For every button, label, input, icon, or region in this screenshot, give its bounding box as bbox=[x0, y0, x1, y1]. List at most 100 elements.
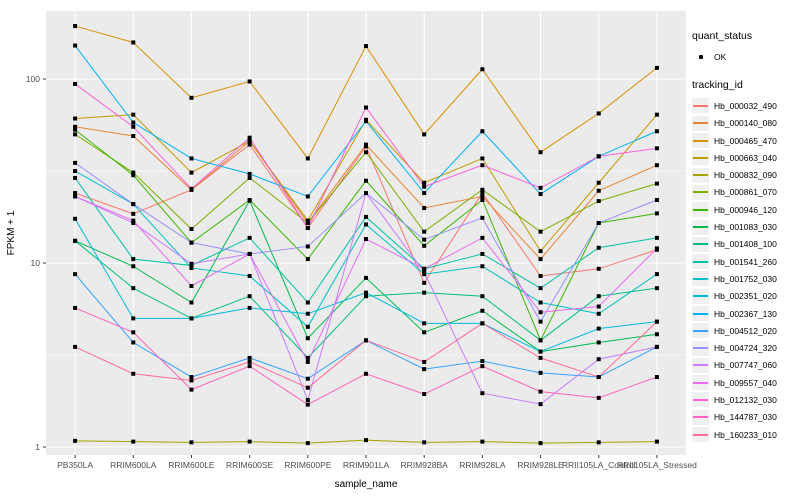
legend-entry: Hb_000032_490 bbox=[692, 97, 798, 114]
legend-line-key-icon bbox=[692, 288, 709, 304]
data-point bbox=[596, 326, 601, 331]
legend-quant-status: quant_status OK bbox=[692, 30, 798, 65]
data-point bbox=[189, 240, 194, 245]
data-point bbox=[480, 235, 485, 240]
data-point bbox=[73, 216, 78, 221]
x-axis-title: sample_name bbox=[335, 479, 398, 490]
data-point bbox=[654, 112, 659, 117]
data-point bbox=[596, 440, 601, 445]
data-point bbox=[422, 440, 427, 445]
data-point bbox=[131, 124, 136, 129]
legend-entry: Hb_144787_030 bbox=[692, 409, 798, 426]
legend-entry-label: Hb_160233_010 bbox=[714, 429, 777, 440]
data-point bbox=[305, 244, 310, 249]
data-point bbox=[247, 139, 252, 144]
data-point bbox=[538, 192, 543, 197]
data-point bbox=[538, 389, 543, 394]
data-point bbox=[654, 272, 659, 277]
legend: quant_status OK tracking_id Hb_000032_49… bbox=[692, 30, 798, 457]
data-point bbox=[364, 290, 368, 295]
legend-line-key-icon bbox=[692, 340, 709, 356]
data-point bbox=[364, 105, 368, 110]
data-point bbox=[305, 257, 310, 262]
legend-entry: Hb_000946_120 bbox=[692, 201, 798, 218]
data-point bbox=[73, 344, 78, 349]
data-point bbox=[305, 402, 310, 407]
data-point bbox=[422, 367, 427, 372]
data-point bbox=[73, 194, 78, 199]
data-point bbox=[422, 330, 427, 335]
data-point bbox=[538, 273, 543, 278]
data-point bbox=[364, 191, 368, 196]
data-point bbox=[189, 95, 194, 100]
legend-entry: Hb_001083_030 bbox=[692, 218, 798, 235]
data-point bbox=[305, 398, 310, 403]
data-point bbox=[189, 387, 194, 392]
legend-entry-label: Hb_001541_260 bbox=[714, 256, 777, 267]
data-point bbox=[480, 391, 485, 396]
data-point bbox=[364, 150, 368, 155]
data-point bbox=[422, 392, 427, 397]
data-point bbox=[480, 197, 485, 202]
legend-entry: Hb_004512_020 bbox=[692, 322, 798, 339]
legend-line-key-icon bbox=[692, 254, 709, 270]
data-point bbox=[422, 229, 427, 234]
data-point bbox=[596, 245, 601, 250]
legend-line-key-icon bbox=[692, 98, 709, 114]
data-point bbox=[480, 251, 485, 256]
data-point bbox=[364, 44, 368, 49]
legend-line-key-icon bbox=[692, 133, 709, 149]
legend-entry: Hb_000465_470 bbox=[692, 132, 798, 149]
data-point bbox=[480, 191, 485, 196]
data-point bbox=[131, 439, 136, 444]
x-tick-label: RRII105LA_Stressed bbox=[617, 460, 697, 470]
data-point bbox=[654, 375, 659, 380]
legend-entry: Hb_012132_030 bbox=[692, 391, 798, 408]
legend-entry-label: Hb_001408_100 bbox=[714, 239, 777, 250]
data-point bbox=[654, 246, 659, 251]
data-point bbox=[73, 238, 78, 243]
legend-line-key-icon bbox=[692, 375, 709, 391]
data-point bbox=[538, 249, 543, 254]
legend-entry-ok: OK bbox=[692, 48, 798, 65]
data-point bbox=[596, 199, 601, 204]
legend-entry-label: Hb_001752_030 bbox=[714, 273, 777, 284]
legend-line-key-icon bbox=[692, 323, 709, 339]
data-point bbox=[247, 355, 252, 360]
data-point bbox=[131, 211, 136, 216]
data-point bbox=[131, 218, 136, 223]
data-point bbox=[538, 349, 543, 354]
data-point bbox=[131, 257, 136, 262]
x-tick-label: RRIM928LA bbox=[459, 460, 506, 470]
data-point bbox=[364, 237, 368, 242]
legend-line-key-icon bbox=[692, 184, 709, 200]
data-point bbox=[480, 294, 485, 299]
data-point bbox=[73, 127, 78, 132]
data-point bbox=[305, 156, 310, 161]
data-point bbox=[480, 194, 485, 199]
data-point bbox=[480, 439, 485, 444]
data-point bbox=[480, 129, 485, 134]
legend-line-key-icon bbox=[692, 236, 709, 252]
data-point bbox=[596, 154, 601, 159]
data-point bbox=[596, 395, 601, 400]
data-point bbox=[247, 171, 252, 176]
data-point bbox=[247, 142, 252, 147]
data-point bbox=[596, 304, 601, 309]
data-point bbox=[305, 324, 310, 329]
legend-line-key-icon bbox=[692, 306, 709, 321]
data-point bbox=[131, 120, 136, 125]
data-point bbox=[480, 264, 485, 269]
legend-entry: Hb_000663_040 bbox=[692, 149, 798, 166]
data-point bbox=[73, 438, 78, 443]
data-point bbox=[305, 220, 310, 225]
legend-entry: Hb_002351_020 bbox=[692, 288, 798, 305]
data-point bbox=[73, 191, 78, 196]
data-point bbox=[596, 340, 601, 345]
data-point bbox=[305, 359, 310, 364]
data-point bbox=[654, 211, 659, 216]
data-point bbox=[73, 24, 78, 29]
x-tick-label: RRIM600LA bbox=[110, 460, 157, 470]
data-point bbox=[422, 184, 427, 189]
legend-entry: Hb_001541_260 bbox=[692, 253, 798, 270]
